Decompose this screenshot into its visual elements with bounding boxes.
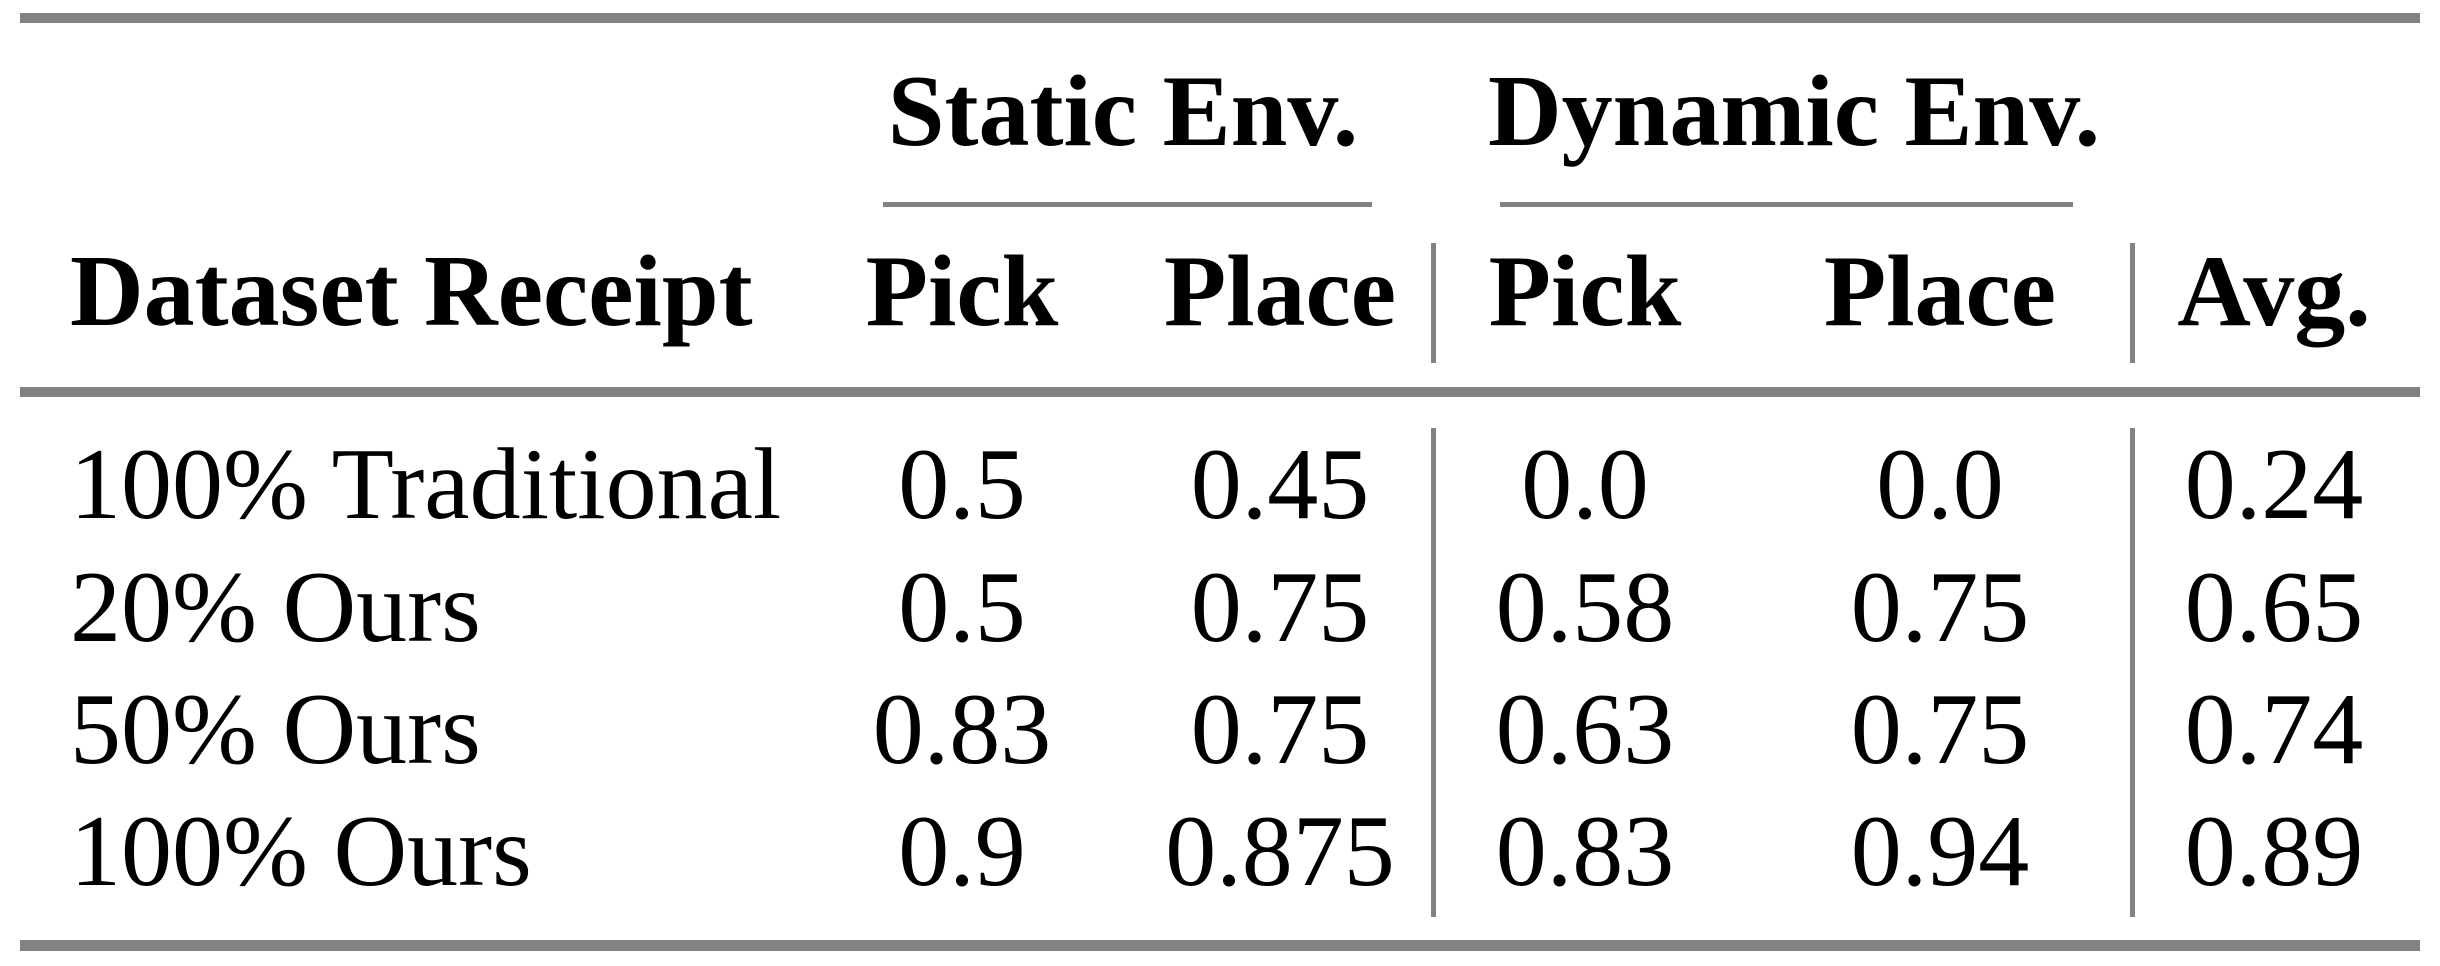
table-cell: 0.0	[1521, 428, 1649, 541]
row-label: 50% Ours	[70, 673, 481, 786]
table-cell: 0.75	[1190, 673, 1370, 786]
dynamic-env-underline	[1500, 202, 2073, 207]
table-cell: 0.65	[2184, 551, 2364, 664]
table-cell: 0.83	[872, 673, 1052, 786]
row-label: 100% Traditional	[70, 428, 782, 541]
row-label: 20% Ours	[70, 551, 481, 664]
table-cell: 0.63	[1495, 673, 1675, 786]
table-cell: 0.0	[1876, 428, 2004, 541]
header-divider-static-dynamic	[1431, 243, 1436, 363]
row-label: 100% Ours	[70, 795, 532, 908]
table-cell: 0.75	[1850, 673, 2030, 786]
body-divider-avg	[2130, 428, 2135, 917]
table-cell: 0.5	[898, 551, 1026, 664]
column-header-static-pick: Pick	[865, 235, 1059, 348]
column-header-dynamic-pick: Pick	[1488, 235, 1682, 348]
table-cell: 0.94	[1850, 795, 2030, 908]
column-header-dataset-receipt: Dataset Receipt	[70, 235, 753, 348]
header-divider-avg	[2130, 243, 2135, 363]
table-cell: 0.75	[1190, 551, 1370, 664]
table-cell: 0.24	[2184, 428, 2364, 541]
table-cell: 0.75	[1850, 551, 2030, 664]
column-header-dynamic-place: Place	[1823, 235, 2057, 348]
group-header-static-env: Static Env.	[887, 55, 1359, 168]
table-cell: 0.9	[898, 795, 1026, 908]
column-header-avg: Avg.	[2177, 235, 2371, 348]
table-cell: 0.875	[1165, 795, 1395, 908]
body-divider-static-dynamic	[1431, 428, 1436, 917]
table-cell: 0.58	[1495, 551, 1675, 664]
table-cell: 0.5	[898, 428, 1026, 541]
group-header-dynamic-env: Dynamic Env.	[1488, 55, 2101, 168]
top-rule	[20, 13, 2420, 23]
header-rule	[20, 387, 2420, 397]
static-env-underline	[883, 202, 1372, 207]
bottom-rule	[20, 940, 2420, 951]
table-cell: 0.89	[2184, 795, 2364, 908]
table-cell: 0.74	[2184, 673, 2364, 786]
table-cell: 0.45	[1190, 428, 1370, 541]
column-header-static-place: Place	[1163, 235, 1397, 348]
table-cell: 0.83	[1495, 795, 1675, 908]
